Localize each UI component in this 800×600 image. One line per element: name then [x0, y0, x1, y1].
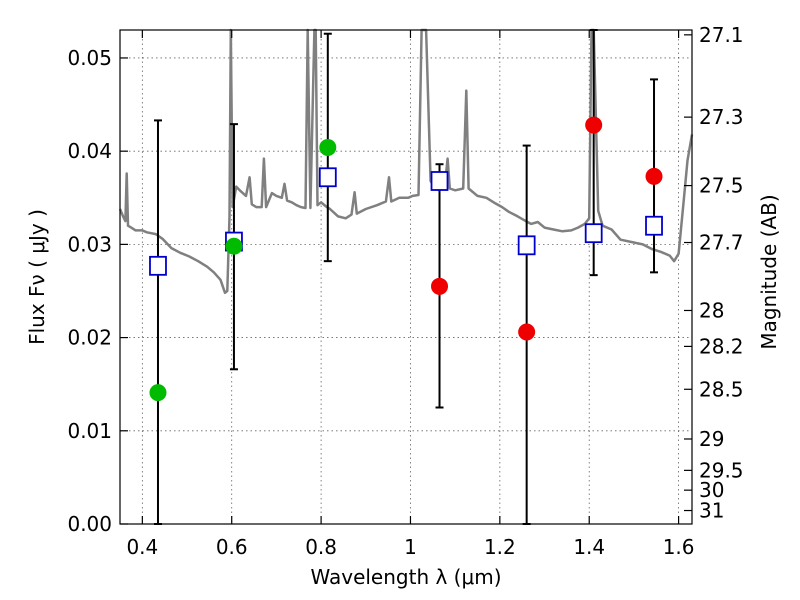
model-square-point [318, 167, 337, 188]
x-tick-label: 1.4 [573, 535, 605, 559]
photometry-point [645, 167, 663, 185]
y-tick-label: 0.02 [67, 326, 112, 350]
right-axis-title: Magnitude (AB) [757, 194, 781, 349]
right-tick-label: 28 [699, 298, 724, 322]
right-tick-label: 31 [699, 499, 724, 523]
y-tick-label: 0.05 [67, 46, 112, 70]
model-square-point [430, 171, 449, 191]
photometry-point [431, 277, 449, 295]
markers [149, 116, 663, 402]
right-tick-label: 27.1 [699, 23, 744, 47]
x-ticks: 0.4 0.6 0.8 1 1.2 1.4 1.6 [126, 30, 695, 559]
plot-frame [119, 29, 693, 525]
y-tick-label: 0.00 [67, 512, 112, 536]
grid [120, 30, 692, 525]
photometry-point [585, 116, 603, 134]
right-tick-label: 27.3 [699, 105, 744, 129]
x-tick-label: 1.6 [663, 535, 695, 559]
y-axis-title: Flux Fν ( μJy ) [25, 209, 49, 345]
spectrum [118, 28, 694, 295]
photometry-point [149, 384, 167, 402]
model-square-point [517, 235, 536, 256]
x-tick-label: 1.2 [484, 535, 516, 559]
right-tick-label: 28.5 [699, 377, 744, 401]
right-tick-label: 28.2 [699, 334, 744, 358]
x-axis-title: Wavelength λ (μm) [310, 565, 501, 589]
x-tick-label: 0.4 [126, 535, 158, 559]
x-tick-label: 0.6 [216, 535, 248, 559]
y-tick-label: 0.01 [67, 419, 112, 443]
right-tick-label: 29.5 [699, 458, 744, 482]
spectrum-line [118, 28, 694, 295]
model-square-point [645, 215, 663, 236]
y-tick-label: 0.03 [67, 232, 112, 256]
right-tick-label: 30 [699, 478, 724, 502]
y-ticks: 0.00 0.01 0.02 0.03 0.04 0.05 [67, 46, 128, 536]
y-tick-label: 0.04 [67, 139, 112, 163]
model-square-point [584, 223, 603, 244]
right-tick-label: 27.7 [699, 231, 744, 255]
photometry-point [518, 323, 536, 341]
x-tick-label: 0.8 [305, 535, 337, 559]
photometry-point [225, 237, 243, 255]
photometry-point [319, 138, 337, 156]
right-tick-label: 27.5 [699, 174, 744, 198]
x-tick-label: 1 [404, 535, 417, 559]
model-square-point [149, 255, 167, 276]
right-tick-label: 29 [699, 427, 724, 451]
